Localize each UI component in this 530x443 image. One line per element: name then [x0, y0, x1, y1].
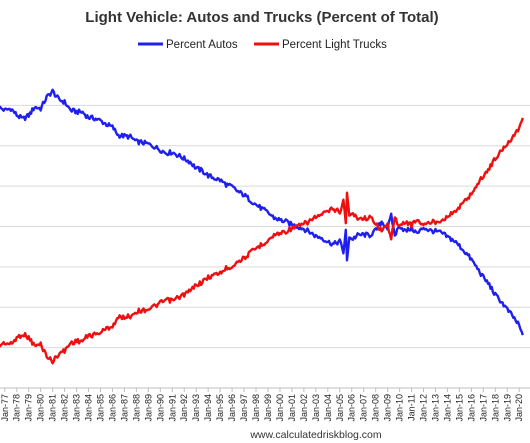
x-tick-label: Jan-00	[275, 394, 285, 422]
series-line-light-trucks	[0, 117, 524, 365]
x-tick-label: Jan-01	[287, 394, 297, 422]
x-tick-label: Jan-90	[155, 394, 165, 422]
legend-autos-label: Percent Autos	[166, 39, 238, 51]
x-tick-label: Jan-87	[119, 394, 129, 422]
x-tick-label: Jan-19	[502, 394, 512, 422]
x-tick-label: Jan-82	[60, 394, 70, 422]
x-tick-label: Jan-80	[36, 394, 46, 422]
x-axis-ticks: Jan-77 Jan-78 Jan-79 Jan-80 Jan-81 Jan-82 Jan-…	[0, 388, 524, 422]
x-tick-label: Jan-97	[239, 394, 249, 422]
x-tick-label: Jan-92	[179, 394, 189, 422]
x-tick-label: Jan-96	[227, 394, 237, 422]
x-tick-label: Jan-17	[478, 394, 488, 422]
x-tick-label: Jan-94	[203, 394, 213, 422]
x-tick-label: Jan-02	[299, 394, 309, 422]
x-tick-label: Jan-16	[466, 394, 476, 422]
x-tick-label: Jan-81	[48, 394, 58, 422]
x-tick-label: Jan-20	[514, 394, 524, 422]
x-tick-label: Jan-08	[371, 394, 381, 422]
x-tick-label: Jan-84	[84, 394, 94, 422]
x-tick-label: Jan-07	[359, 394, 369, 422]
series-line-autos	[0, 88, 524, 336]
x-tick-label: Jan-91	[167, 394, 177, 422]
x-tick-label: Jan-79	[24, 394, 34, 422]
x-tick-label: Jan-09	[383, 394, 393, 422]
chart-title: Light Vehicle: Autos and Trucks (Percent…	[85, 9, 438, 26]
x-tick-label: Jan-15	[454, 394, 464, 422]
x-tick-label: Jan-78	[12, 394, 22, 422]
x-tick-label: Jan-04	[323, 394, 333, 422]
x-tick-label: Jan-77	[0, 394, 10, 422]
x-tick-label: Jan-14	[442, 394, 452, 422]
legend-trucks-label: Percent Light Trucks	[282, 39, 387, 51]
x-tick-label: Jan-86	[107, 394, 117, 422]
x-tick-label: Jan-93	[191, 394, 201, 422]
x-tick-label: Jan-12	[419, 394, 429, 422]
x-tick-label: Jan-11	[407, 394, 417, 421]
x-tick-label: Jan-83	[72, 394, 82, 422]
x-tick-label: Jan-99	[263, 394, 273, 422]
x-tick-label: Jan-95	[215, 394, 225, 422]
x-tick-label: Jan-85	[95, 394, 105, 422]
x-tick-label: Jan-98	[251, 394, 261, 422]
series-lines	[0, 88, 524, 365]
x-tick-label: Jan-05	[335, 394, 345, 422]
x-tick-label: Jan-10	[395, 394, 405, 422]
x-tick-label: Jan-88	[131, 394, 141, 422]
gridlines	[0, 104, 530, 389]
x-tick-label: Jan-13	[430, 394, 440, 422]
footer-source: www.calculatedriskblog.com	[249, 429, 382, 441]
x-tick-label: Jan-03	[311, 394, 321, 422]
legend: Percent Autos Percent Light Trucks	[138, 39, 387, 51]
x-tick-label: Jan-89	[143, 394, 153, 422]
x-tick-label: Jan-06	[347, 394, 357, 422]
x-tick-label: Jan-18	[490, 394, 500, 422]
